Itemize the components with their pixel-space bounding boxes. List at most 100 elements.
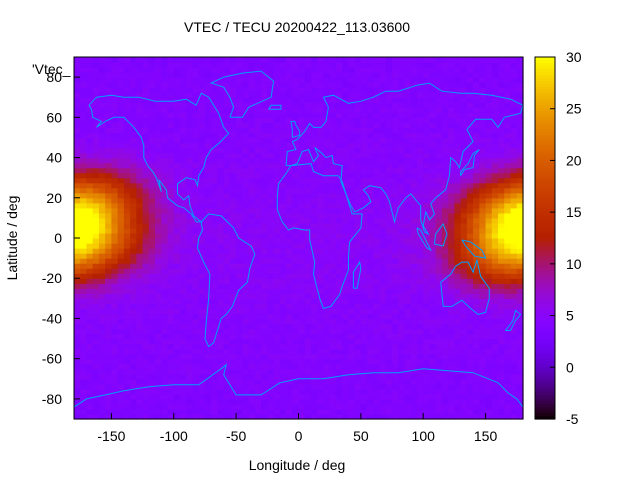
vtec-cell (92, 77, 100, 83)
vtec-cell (98, 333, 106, 340)
vtec-cell (261, 293, 268, 299)
vtec-cell (491, 172, 499, 179)
vtec-cell (117, 378, 125, 385)
vtec-cell (416, 293, 424, 299)
vtec-cell (435, 253, 443, 259)
vtec-cell (261, 177, 268, 184)
vtec-cell (292, 288, 300, 294)
vtec-cell (117, 333, 125, 340)
vtec-cell (286, 92, 293, 98)
vtec-cell (267, 388, 275, 395)
vtec-cell (80, 192, 88, 199)
vtec-cell (317, 157, 325, 164)
vtec-cell (155, 142, 162, 149)
vtec-cell (261, 363, 268, 370)
vtec-cell (473, 72, 480, 78)
vtec-cell (466, 117, 474, 123)
vtec-cell (242, 308, 250, 315)
vtec-cell (130, 117, 137, 123)
vtec-cell (398, 293, 406, 299)
vtec-cell (286, 137, 293, 144)
vtec-cell (423, 248, 431, 254)
vtec-cell (123, 343, 131, 350)
vtec-cell (310, 243, 318, 249)
vtec-cell (292, 388, 300, 395)
vtec-cell (423, 197, 431, 204)
vtec-cell (148, 243, 156, 249)
vtec-cell (130, 368, 137, 375)
vtec-cell (504, 333, 512, 340)
vtec-cell (379, 303, 387, 309)
vtec-cell (180, 157, 187, 164)
vtec-cell (348, 167, 356, 174)
vtec-cell (460, 207, 468, 214)
vtec-cell (392, 102, 399, 108)
vtec-cell (404, 232, 412, 239)
vtec-cell (142, 403, 150, 410)
vtec-cell (392, 207, 399, 214)
vtec-cell (466, 72, 474, 78)
vtec-cell (504, 368, 512, 375)
vtec-cell (373, 82, 381, 88)
vtec-cell (80, 197, 88, 204)
vtec-cell (379, 328, 387, 335)
vtec-cell (367, 363, 374, 370)
vtec-cell (348, 403, 356, 410)
vtec-cell (335, 202, 343, 209)
vtec-cell (416, 152, 424, 159)
vtec-cell (98, 192, 106, 199)
vtec-cell (229, 263, 237, 269)
vtec-cell (204, 263, 212, 269)
vtec-cell (466, 62, 474, 68)
vtec-cell (379, 348, 387, 355)
vtec-cell (148, 363, 156, 370)
vtec-cell (448, 107, 456, 113)
vtec-cell (286, 217, 293, 224)
vtec-cell (466, 127, 474, 134)
vtec-cell (373, 288, 381, 294)
vtec-cell (236, 112, 243, 118)
vtec-cell (392, 248, 399, 254)
vtec-cell (217, 127, 225, 134)
vtec-cell (466, 238, 474, 244)
vtec-cell (236, 82, 243, 88)
vtec-cell (360, 222, 368, 229)
vtec-cell (466, 187, 474, 194)
vtec-cell (267, 278, 275, 284)
vtec-cell (416, 62, 424, 68)
vtec-cell (254, 217, 262, 224)
vtec-cell (155, 388, 162, 395)
vtec-cell (292, 102, 300, 108)
vtec-cell (254, 162, 262, 169)
vtec-cell (348, 343, 356, 350)
vtec-cell (373, 107, 381, 113)
vtec-cell (460, 313, 468, 320)
vtec-cell (479, 328, 487, 335)
vtec-cell (367, 137, 374, 144)
vtec-cell (379, 268, 387, 274)
vtec-cell (130, 303, 137, 309)
vtec-cell (117, 373, 125, 380)
vtec-cell (379, 383, 387, 390)
vtec-cell (254, 293, 262, 299)
vtec-cell (485, 147, 493, 154)
vtec-cell (473, 343, 480, 350)
vtec-cell (161, 278, 169, 284)
vtec-cell (123, 97, 131, 103)
vtec-cell (223, 338, 231, 345)
vtec-cell (279, 243, 287, 249)
vtec-cell (435, 373, 443, 380)
vtec-cell (392, 177, 399, 184)
vtec-cell (98, 353, 106, 360)
vtec-cell (105, 358, 113, 365)
vtec-cell (323, 318, 331, 325)
vtec-cell (167, 232, 175, 239)
vtec-cell (155, 207, 162, 214)
vtec-cell (148, 338, 156, 345)
vtec-cell (254, 323, 262, 330)
vtec-cell (379, 293, 387, 299)
vtec-cell (410, 187, 418, 194)
vtec-cell (117, 227, 125, 234)
vtec-cell (410, 348, 418, 355)
vtec-cell (80, 132, 88, 139)
